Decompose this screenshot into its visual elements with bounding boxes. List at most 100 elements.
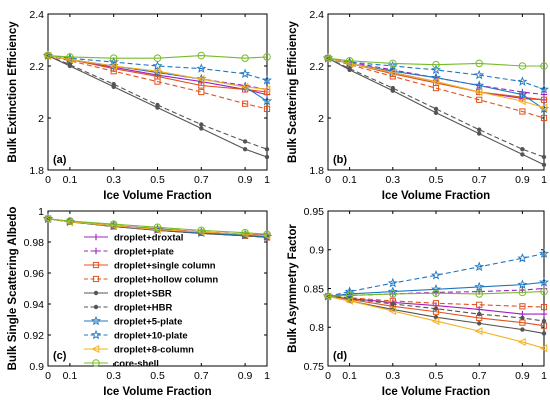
x-tick-label: 1: [264, 370, 270, 382]
data-point: [240, 82, 249, 91]
data-point: [519, 303, 526, 310]
legend-entry: droplet+5-plate: [84, 315, 182, 327]
series-line: [47, 55, 268, 110]
y-tick-label: 0.8: [309, 322, 324, 334]
data-point: [520, 147, 525, 152]
data-point: [539, 103, 548, 112]
data-point: [431, 317, 440, 326]
data-point: [517, 97, 526, 106]
series-line: [47, 218, 268, 235]
x-tick-label: 0.3: [106, 370, 121, 382]
data-point: [197, 51, 206, 60]
series-line: [327, 57, 544, 67]
data-point: [344, 286, 355, 296]
data-point: [539, 277, 549, 287]
y-tick-label: 0.92: [24, 330, 45, 342]
data-point: [241, 228, 249, 237]
data-point: [66, 217, 74, 225]
y-tick-label: 0.95: [304, 206, 325, 218]
x-tick-label: 0.5: [150, 174, 165, 186]
data-point: [518, 288, 527, 297]
data-point: [477, 131, 482, 136]
data-point: [431, 64, 441, 75]
data-point: [474, 281, 485, 292]
legend-swatch-marker: [92, 247, 100, 255]
legend-entry: droplet+hollow column: [84, 274, 218, 285]
data-point: [541, 154, 547, 160]
panel-label: (d): [333, 350, 347, 362]
data-point: [155, 102, 160, 108]
x-tick-label: 0: [325, 174, 331, 186]
y-tick-label: 0.9: [309, 245, 324, 257]
legend-swatch-marker: [93, 290, 99, 296]
legend-swatch-marker: [92, 359, 100, 367]
data-point: [474, 87, 483, 97]
x-tick-label: 0.7: [194, 370, 209, 382]
legend-label: droplet+HBR: [114, 302, 172, 313]
legend-swatch-marker: [91, 344, 100, 354]
data-point: [474, 69, 485, 80]
data-point: [475, 59, 484, 68]
y-tick-label: 0.75: [304, 361, 325, 373]
data-point: [474, 80, 485, 90]
data-point: [153, 67, 161, 76]
x-axis-label: Ice Volume Fraction: [103, 386, 211, 398]
y-tick-label: 2.4: [29, 9, 44, 21]
data-point: [198, 88, 205, 96]
data-point: [109, 61, 117, 71]
data-point: [264, 147, 270, 152]
data-point: [388, 306, 397, 315]
x-tick-label: 0.7: [194, 174, 209, 186]
data-point: [154, 78, 161, 85]
y-tick-label: 1.8: [309, 165, 324, 177]
y-tick-label: 1: [38, 206, 44, 218]
y-tick-label: 0.9: [29, 361, 44, 373]
data-point: [433, 106, 439, 112]
data-point: [541, 318, 547, 324]
y-tick-label: 2.2: [309, 61, 324, 73]
data-point: [199, 122, 204, 127]
series-line: [327, 57, 545, 119]
legend-swatch-marker: [92, 233, 100, 241]
data-point: [345, 291, 354, 300]
data-point: [517, 279, 528, 289]
series-line: [327, 281, 545, 297]
y-tick-label: 2: [38, 113, 44, 125]
data-point: [241, 54, 249, 63]
data-point: [541, 162, 547, 168]
data-point: [197, 226, 206, 235]
x-tick-label: 0.3: [106, 174, 121, 186]
data-point: [538, 248, 550, 258]
data-point: [44, 51, 52, 60]
legend-entry: droplet+10-plate: [84, 329, 188, 341]
data-point: [387, 277, 398, 288]
series-droplet-hbr: [325, 294, 547, 324]
data-point: [242, 100, 249, 107]
panel-a: 0 0.1 0.3 0.5 0.7 0.9 1 1.8 2 2.2 2.4 Ice Volume Fr…: [7, 9, 272, 202]
x-tick-label: 0.1: [63, 370, 78, 382]
y-axis-label: Bulk Extinction Efficiency: [7, 21, 19, 163]
data-point: [387, 286, 398, 296]
data-point: [262, 75, 272, 85]
legend-label: droplet+droxtal: [114, 232, 183, 243]
data-point: [263, 105, 271, 113]
legend-swatch-marker: [92, 261, 100, 269]
data-point: [242, 147, 248, 152]
data-point: [433, 306, 439, 311]
x-tick-label: 0.9: [515, 370, 530, 382]
data-point: [389, 59, 397, 68]
data-point: [196, 63, 207, 73]
data-point: [476, 96, 483, 103]
data-point: [432, 85, 440, 92]
y-tick-label: 0.85: [304, 283, 325, 295]
panel-c: 0 0.1 0.3 0.5 0.7 0.9 1 0.9 0.92 0.94 0.96 0.98 1 Ice…: [7, 206, 273, 398]
legend-label: droplet+hollow column: [114, 274, 218, 285]
data-point: [153, 54, 162, 63]
data-point: [477, 127, 482, 132]
data-point: [519, 108, 526, 115]
x-tick-label: 1: [264, 174, 270, 186]
data-point: [109, 220, 118, 228]
legend-entry: droplet+SBR: [84, 288, 172, 299]
series-line: [327, 291, 545, 297]
